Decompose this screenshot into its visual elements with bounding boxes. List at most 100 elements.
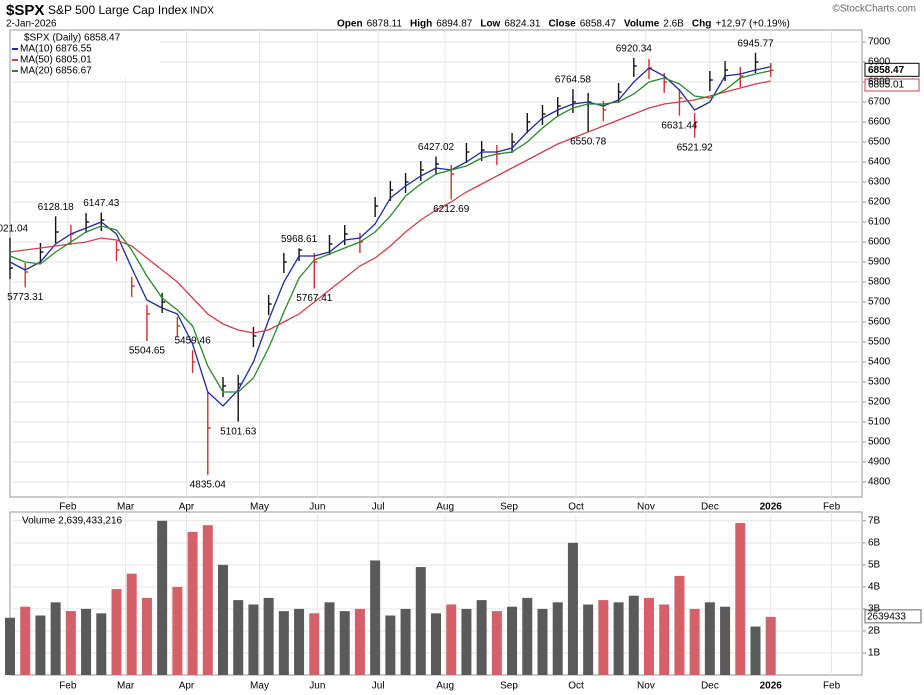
quote-value: 6894.87 <box>436 19 473 30</box>
high-label: 6021.04 <box>0 223 29 234</box>
volume-bar <box>598 600 609 675</box>
volume-bar <box>157 520 168 675</box>
y-tick-label: 6600 <box>868 117 891 128</box>
y-tick-label: 5000 <box>868 437 891 448</box>
low-label: 6550.78 <box>570 136 607 147</box>
high-label: 6427.02 <box>418 142 455 153</box>
y-tick-label: 5300 <box>868 377 891 388</box>
y-tick-label: 6000 <box>868 237 891 248</box>
quote-value: 6858.47 <box>580 19 617 30</box>
x-tick-label: Feb <box>59 502 77 513</box>
x-tick-label: Feb <box>823 681 841 692</box>
volume-bar <box>461 608 472 675</box>
exchange: INDX <box>190 6 214 17</box>
ma-tag-label: 6805.01 <box>868 80 905 91</box>
y-tick-label: 5700 <box>868 297 891 308</box>
volume-bar <box>50 602 61 675</box>
volume-bar <box>385 615 396 675</box>
quote-value: 2.6B <box>663 19 684 30</box>
x-tick-label: Mar <box>117 681 135 692</box>
high-label: 6920.34 <box>616 44 653 55</box>
date: 2-Jan-2026 <box>6 19 57 30</box>
volume-bar <box>141 597 152 675</box>
volume-bar <box>309 613 320 675</box>
y-tick-label: 6B <box>868 537 881 548</box>
legend-entry: MA(20) 6856.67 <box>20 66 92 77</box>
volume-bar <box>507 606 518 675</box>
y-tick-label: 4800 <box>868 477 891 488</box>
quote-label: Close <box>549 19 577 30</box>
x-tick-label: 2026 <box>760 681 783 692</box>
x-tick-label: Oct <box>568 681 584 692</box>
volume-bar <box>446 604 457 675</box>
quote-label: Open <box>337 19 363 30</box>
volume-bar <box>476 600 487 675</box>
close-tag <box>864 62 920 77</box>
x-tick-label: Jul <box>372 502 385 513</box>
volume-bar <box>704 602 715 675</box>
volume-bar <box>218 564 228 675</box>
volume-bar <box>35 615 46 675</box>
price-panel <box>9 29 863 498</box>
ma-tag <box>864 78 920 92</box>
legend-entry: MA(10) 6876.55 <box>20 44 92 55</box>
quote-label: High <box>410 19 432 30</box>
low-label: 6521.92 <box>677 142 714 153</box>
x-tick-label: Sep <box>500 681 518 692</box>
volume-bar <box>5 617 15 675</box>
y-tick-label: 5B <box>868 560 881 571</box>
quote-label: Low <box>480 19 500 30</box>
y-tick-label: 4B <box>868 582 881 593</box>
y-tick-label: 6100 <box>868 217 891 228</box>
volume-bar <box>628 595 639 675</box>
volume-bar <box>613 602 624 675</box>
volume-bar <box>126 573 137 675</box>
x-tick-label: Jun <box>309 681 325 692</box>
legend: $SPX (Daily) 6858.47 MA(10) 6876.55 MA(5… <box>11 31 159 78</box>
y-tick-label: 5200 <box>868 397 891 408</box>
volume-bar <box>750 626 761 675</box>
volume-bar <box>552 602 563 675</box>
x-tick-label: Dec <box>701 502 719 513</box>
x-tick-label: Apr <box>179 502 195 513</box>
high-label: 6764.58 <box>555 75 592 86</box>
volume-bar <box>339 611 350 675</box>
volume-bar <box>81 608 92 675</box>
moving-average <box>9 70 771 393</box>
symbol: $SPX <box>6 2 44 19</box>
quote-value: +12.97 (+0.19%) <box>715 19 790 30</box>
volume-bar <box>644 597 654 675</box>
x-tick-label: Aug <box>436 681 454 692</box>
volume-bar <box>187 531 198 675</box>
x-tick-label: Jul <box>372 681 385 692</box>
x-tick-label: Feb <box>59 681 77 692</box>
volume-bar <box>370 560 381 675</box>
volume-tag-label: 2639433 <box>867 611 906 622</box>
volume-bar <box>111 589 122 675</box>
low-label: 6631.44 <box>661 120 698 131</box>
quote-value: 6824.31 <box>504 19 541 30</box>
high-label: 6128.18 <box>38 202 75 213</box>
volume-bar <box>415 567 426 675</box>
volume-bar <box>172 586 183 675</box>
y-tick-label: 6200 <box>868 197 891 208</box>
low-label: 5767.41 <box>296 293 333 304</box>
volume-bar <box>233 600 244 675</box>
x-tick-label: Feb <box>823 502 841 513</box>
x-tick-label: Aug <box>436 502 454 513</box>
y-tick-label: 2B <box>868 626 881 637</box>
y-tick-label: 6700 <box>868 97 891 108</box>
volume-bar <box>765 616 776 675</box>
index-name: S&P 500 Large Cap Index <box>48 3 187 17</box>
legend-box <box>11 31 159 78</box>
y-tick-label: 7000 <box>868 37 891 48</box>
volume-bar <box>278 611 289 675</box>
low-label: 5101.63 <box>220 426 257 437</box>
volume-bar <box>431 613 441 675</box>
y-tick-label: 3B <box>868 604 881 615</box>
y-tick-label: 5400 <box>868 357 891 368</box>
volume-bar <box>248 604 259 675</box>
x-tick-label: Sep <box>500 502 518 513</box>
y-tick-label: 7B <box>868 515 881 526</box>
y-tick-label: 5800 <box>868 277 891 288</box>
